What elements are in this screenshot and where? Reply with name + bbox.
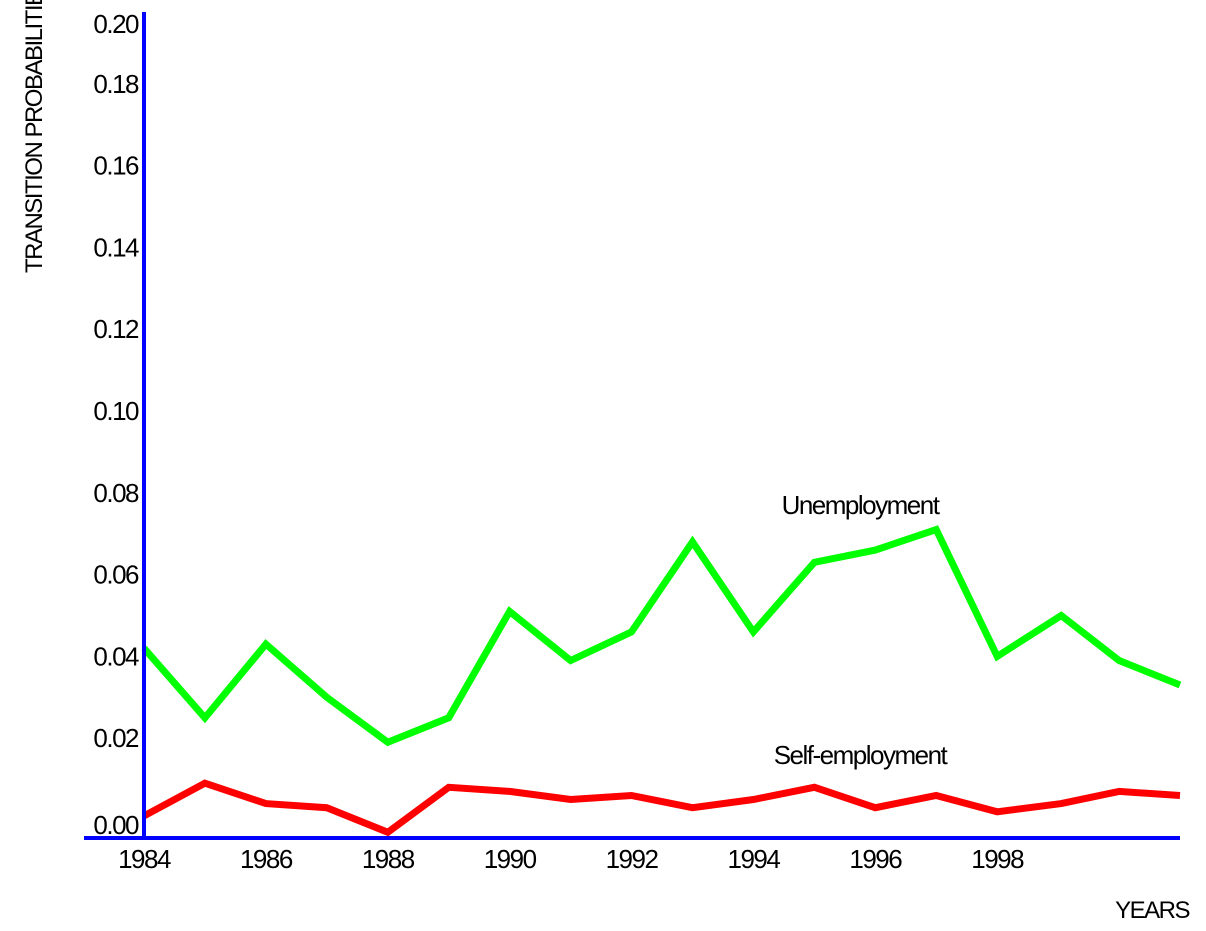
x-tick-label: 1996 (849, 844, 902, 874)
y-tick-label: 0.04 (93, 641, 139, 671)
x-tick-label: 1990 (484, 844, 537, 874)
x-tick-label: 1998 (971, 844, 1024, 874)
series-line-unemployment (141, 525, 1182, 747)
series-labels: Unemployment Self-employment (774, 490, 950, 770)
x-axis-title: YEARS (1115, 897, 1189, 924)
y-tick-label: 0.02 (93, 723, 139, 753)
y-tick-label: 0.00 (93, 810, 139, 840)
x-tick-labels: 1984198619881990199219941996199820002001 (118, 844, 1026, 874)
x-tick-label: 1986 (240, 844, 293, 874)
y-tick-label: 0.14 (93, 232, 139, 262)
x-tick-label: 1988 (362, 844, 415, 874)
y-tick-label: 0.16 (93, 151, 139, 181)
y-tick-labels: 0.00 0.02 0.04 0.06 0.08 0.10 0.12 0.14 0.16 0.18… (93, 9, 140, 840)
y-tick-label: 0.08 (93, 478, 139, 508)
y-tick-label: 0.12 (93, 314, 139, 344)
series-layer (141, 525, 1182, 837)
y-tick-label: 0.18 (93, 69, 139, 99)
y-axis-title: TRANSITION PROBABILITIES (21, 0, 48, 273)
y-tick-label: 0.10 (93, 396, 139, 426)
axes-layer (84, 12, 1180, 840)
series-label: Self-employment (774, 740, 949, 770)
y-tick-label: 0.20 (93, 9, 139, 39)
y-tick-label: 0.06 (93, 560, 139, 590)
x-tick-label: 1992 (606, 844, 659, 874)
series-line-self-employment (142, 779, 1181, 837)
series-label: Unemployment (782, 490, 941, 520)
x-tick-label: 1994 (727, 844, 780, 874)
x-tick-label: 1984 (118, 844, 171, 874)
